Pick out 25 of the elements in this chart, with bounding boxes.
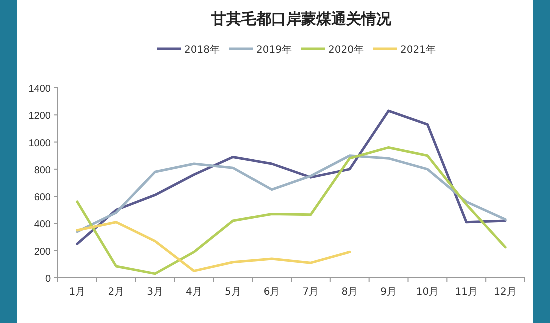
x-tick-label: 11月: [455, 287, 478, 298]
x-tick-label: 9月: [380, 287, 397, 298]
y-tick-label: 1000: [28, 138, 52, 150]
x-tick-label: 12月: [494, 287, 517, 298]
x-tick-label: 5月: [224, 287, 242, 298]
y-tick-label: 800: [34, 165, 52, 176]
x-tick-label: 3月: [147, 287, 164, 298]
x-tick-label: 2月: [108, 287, 125, 298]
y-tick-label: 1200: [28, 111, 52, 122]
legend-label: 2019年: [256, 44, 292, 56]
y-tick-label: 0: [45, 274, 52, 285]
x-tick-label: 10月: [416, 287, 440, 298]
legend-label: 2021年: [400, 44, 436, 56]
legend-label: 2018年: [184, 44, 220, 56]
y-tick-label: 200: [34, 246, 52, 258]
x-tick-label: 8月: [342, 287, 358, 298]
y-tick-label: 400: [34, 220, 52, 231]
x-tick-label: 1月: [69, 287, 86, 298]
x-tick-label: 4月: [186, 287, 202, 298]
chart-title: 甘其毛都口岸蒙煤通关情况: [210, 11, 392, 28]
y-tick-label: 1400: [28, 84, 52, 95]
legend-label: 2020年: [328, 44, 364, 56]
x-tick-label: 6月: [264, 287, 280, 298]
y-tick-label: 600: [34, 192, 52, 204]
x-tick-label: 7月: [302, 287, 320, 298]
